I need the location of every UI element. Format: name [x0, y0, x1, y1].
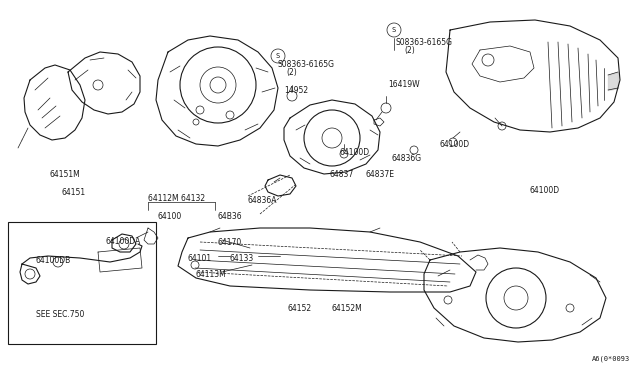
Text: (2): (2) [286, 68, 297, 77]
Text: 64152: 64152 [288, 304, 312, 313]
Text: S: S [276, 53, 280, 59]
Text: 64836G: 64836G [392, 154, 422, 163]
Text: 64100DA: 64100DA [106, 237, 141, 246]
Text: 16419W: 16419W [388, 80, 420, 89]
Text: 64100DB: 64100DB [36, 256, 71, 265]
Text: 64133: 64133 [230, 254, 254, 263]
Text: 64152M: 64152M [332, 304, 363, 313]
Text: 64837: 64837 [330, 170, 355, 179]
Text: 64113M: 64113M [196, 270, 227, 279]
Text: 64151M: 64151M [50, 170, 81, 179]
Text: 64837E: 64837E [366, 170, 395, 179]
Text: 14952: 14952 [284, 86, 308, 95]
Text: S: S [392, 27, 396, 33]
Text: SEE SEC.750: SEE SEC.750 [36, 310, 84, 319]
Text: S08363-6165G: S08363-6165G [278, 60, 335, 69]
Bar [8, 222, 156, 344]
Text: 64101: 64101 [188, 254, 212, 263]
Text: 64836A: 64836A [248, 196, 278, 205]
Text: 64100D: 64100D [530, 186, 560, 195]
Text: A6(0*0093: A6(0*0093 [592, 356, 630, 362]
Text: S08363-6165G: S08363-6165G [396, 38, 453, 47]
Text: 64100: 64100 [158, 212, 182, 221]
Text: 64B36: 64B36 [218, 212, 243, 221]
Text: 64170: 64170 [218, 238, 243, 247]
Text: (2): (2) [404, 46, 415, 55]
Text: 64100D: 64100D [340, 148, 370, 157]
Text: 64151: 64151 [62, 188, 86, 197]
Text: 64100D: 64100D [440, 140, 470, 149]
Text: 64112M 64132: 64112M 64132 [148, 194, 205, 203]
